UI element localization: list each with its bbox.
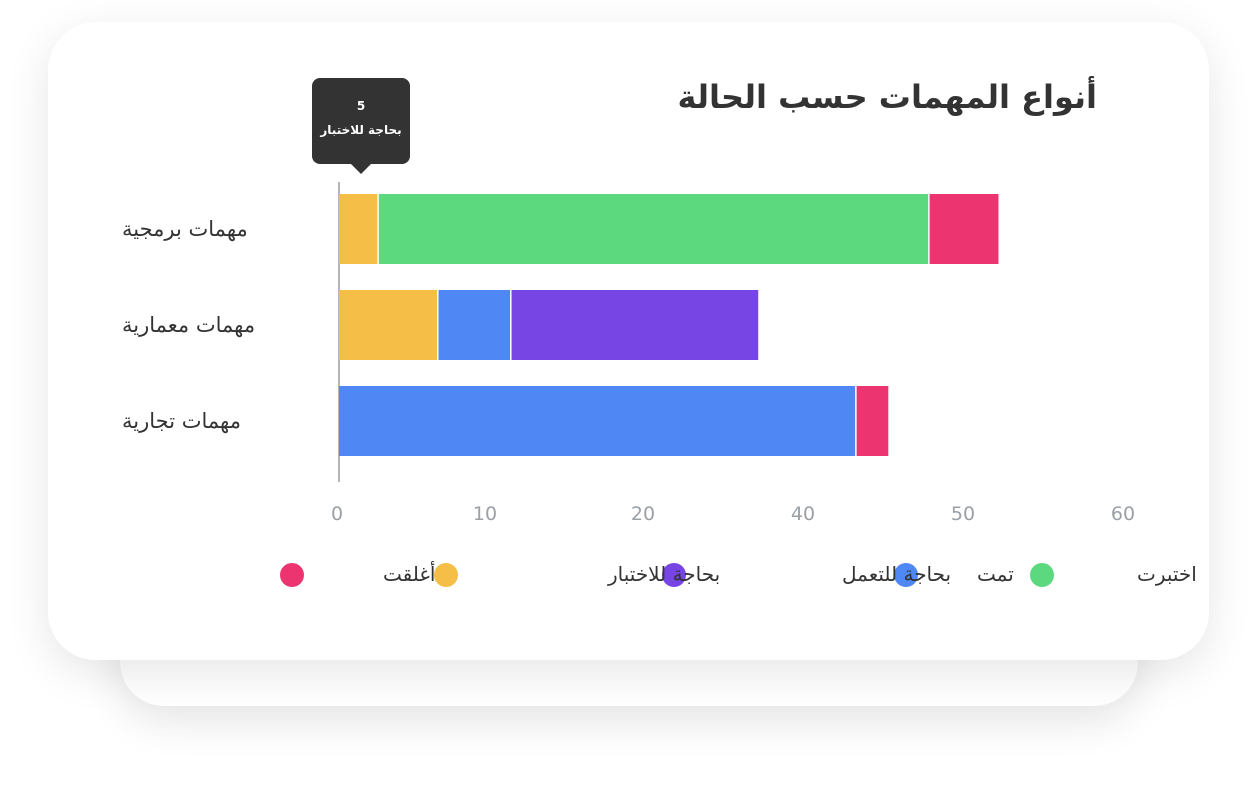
tooltip-value: 5 — [356, 99, 366, 113]
legend-label: تمت — [977, 562, 1014, 586]
bar-segment[interactable] — [339, 290, 438, 360]
x-tick-label: 60 — [1111, 503, 1135, 525]
bar-segment[interactable] — [339, 194, 378, 264]
tooltip-label: بحاجة للاختبار — [320, 123, 402, 137]
chart-tooltip: 5 بحاجة للاختبار — [312, 78, 410, 174]
chart-title: أنواع المهمات حسب الحالة — [677, 78, 1097, 116]
bar-segment[interactable] — [511, 290, 759, 360]
legend-dot — [894, 563, 918, 587]
legend-label: بحاجة للتعمل — [842, 562, 951, 586]
legend-dot — [280, 563, 304, 587]
legend-label: أغلقت — [383, 561, 435, 586]
legend-dot — [662, 563, 686, 587]
category-label: مهمات معمارية — [122, 313, 255, 337]
bar-segment[interactable] — [378, 194, 929, 264]
legend-label: بحاجة للاختبار — [607, 562, 720, 586]
legend-dot — [1030, 563, 1054, 587]
bar-segment[interactable] — [856, 386, 889, 456]
category-label: مهمات برمجية — [122, 217, 248, 241]
x-tick-label: 10 — [473, 503, 497, 525]
x-tick-label: 20 — [631, 503, 655, 525]
category-label: مهمات تجارية — [122, 409, 241, 433]
x-tick-label: 50 — [951, 503, 975, 525]
bar-segment[interactable] — [929, 194, 999, 264]
legend-dot — [434, 563, 458, 587]
x-tick-label: 40 — [791, 503, 815, 525]
bar-segment[interactable] — [339, 386, 856, 456]
legend-label: اختبرت — [1137, 562, 1197, 586]
x-tick-label: 0 — [331, 503, 343, 525]
bar-segment[interactable] — [438, 290, 511, 360]
